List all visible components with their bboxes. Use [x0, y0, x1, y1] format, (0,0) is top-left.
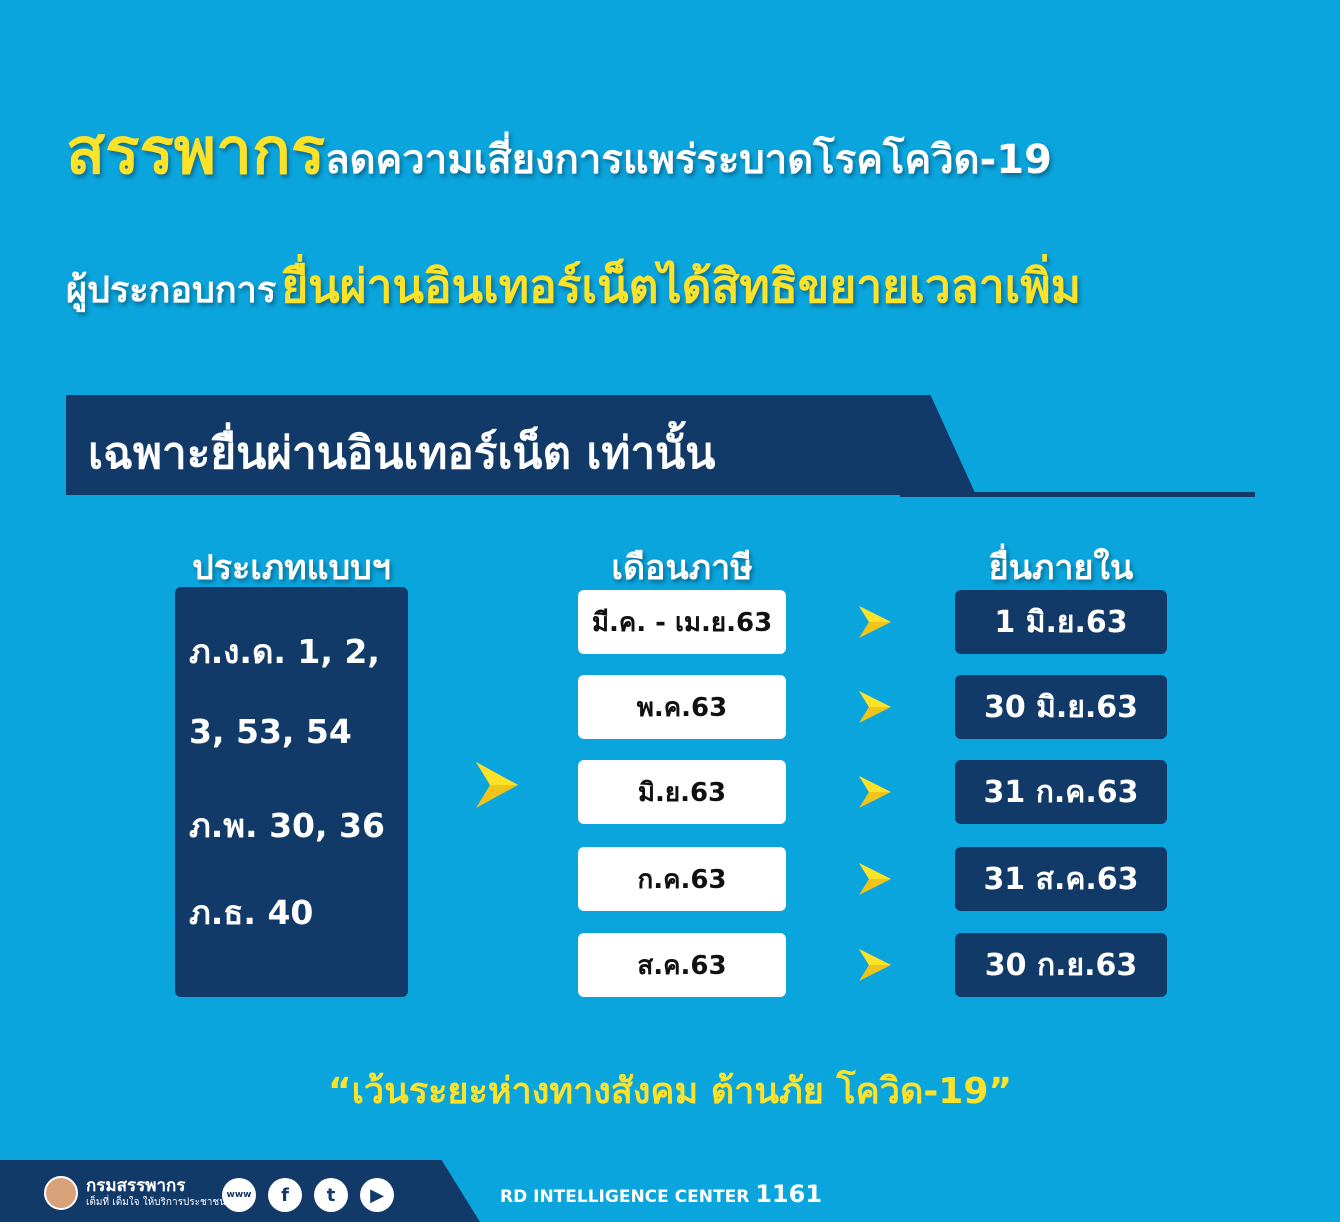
youtube-icon[interactable]: ▶	[360, 1178, 394, 1212]
title-highlight: สรรพากร	[66, 115, 326, 189]
header-month: เดือนภาษี	[611, 548, 753, 588]
tax-month-box: ก.ค.63	[578, 847, 786, 911]
form-item: 3, 53, 54	[189, 712, 352, 751]
facebook-icon[interactable]: f	[268, 1178, 302, 1212]
org-name: กรมสรรพากร	[86, 1176, 186, 1196]
title-line-1: สรรพากรลดความเสี่ยงการแพร่ระบาดโรคโควิด-…	[66, 100, 1052, 202]
tax-month-box: มิ.ย.63	[578, 760, 786, 824]
arrow-icon	[859, 776, 891, 808]
title-rest: ลดความเสี่ยงการแพร่ระบาดโรคโควิด-19	[325, 137, 1052, 183]
org-slogan: เต็มที่ เต็มใจ ให้บริการประชาชน	[86, 1197, 227, 1208]
banner-underline	[900, 492, 1255, 497]
rd-center: RD INTELLIGENCE CENTER 1161	[500, 1180, 822, 1208]
subtitle-prefix: ผู้ประกอบการ	[66, 270, 277, 311]
twitter-icon[interactable]: t	[314, 1178, 348, 1212]
tax-month-box: มี.ค. - เม.ย.63	[578, 590, 786, 654]
form-item: ภ.ธ. 40	[189, 893, 314, 932]
tax-month-box: ส.ค.63	[578, 933, 786, 997]
arrow-icon	[859, 863, 891, 895]
quote: “เว้นระยะห่างทางสังคม ต้านภัย โควิด-19”	[327, 1071, 1013, 1112]
phone-number: 1161	[755, 1180, 823, 1208]
tax-month-box: พ.ค.63	[578, 675, 786, 739]
form-item: ภ.พ. 30, 36	[189, 806, 385, 845]
rd-logo-icon	[44, 1176, 78, 1210]
www-icon[interactable]: www	[222, 1178, 256, 1212]
arrow-icon	[859, 949, 891, 981]
title-line-2: ผู้ประกอบการ ยื่นผ่านอินเทอร์เน็ตได้สิทธ…	[66, 250, 1081, 323]
deadline-box: 30 ก.ย.63	[955, 933, 1167, 997]
deadline-box: 30 มิ.ย.63	[955, 675, 1167, 739]
deadline-box: 31 ก.ค.63	[955, 760, 1167, 824]
deadline-box: 31 ส.ค.63	[955, 847, 1167, 911]
forms-box: ภ.ง.ด. 1, 2, 3, 53, 54 ภ.พ. 30, 36 ภ.ธ. …	[175, 587, 408, 997]
banner-text: เฉพาะยื่นผ่านอินเทอร์เน็ต เท่านั้น	[88, 428, 716, 479]
subtitle-highlight: ยื่นผ่านอินเทอร์เน็ตได้สิทธิขยายเวลาเพิ่…	[281, 259, 1082, 313]
arrow-icon	[859, 691, 891, 723]
form-item: ภ.ง.ด. 1, 2,	[189, 632, 380, 671]
arrow-icon	[476, 762, 518, 808]
arrow-icon	[859, 606, 891, 638]
deadline-box: 1 มิ.ย.63	[955, 590, 1167, 654]
header-deadline: ยื่นภายใน	[988, 548, 1134, 588]
banner	[66, 395, 976, 495]
header-forms: ประเภทแบบฯ	[192, 548, 391, 588]
center-label: RD INTELLIGENCE CENTER	[500, 1187, 750, 1207]
